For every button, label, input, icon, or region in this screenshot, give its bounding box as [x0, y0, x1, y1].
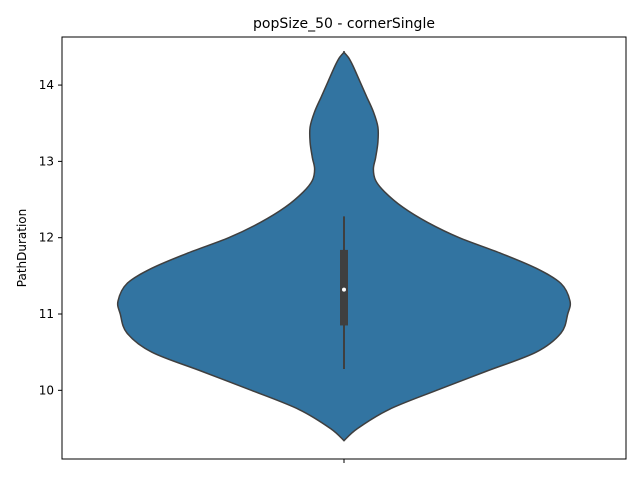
y-axis-label: PathDuration — [15, 209, 29, 287]
y-tick-label: 14 — [39, 78, 54, 92]
plot-area — [116, 50, 572, 442]
axes: 10 11 12 13 14 — [39, 78, 345, 463]
y-tick-label: 10 — [39, 383, 54, 397]
y-tick-label: 12 — [39, 231, 54, 245]
y-tick-label: 13 — [39, 154, 54, 168]
y-tick-label: 11 — [39, 307, 54, 321]
chart-title: popSize_50 - cornerSingle — [253, 16, 435, 32]
violin-median-marker — [342, 287, 346, 292]
